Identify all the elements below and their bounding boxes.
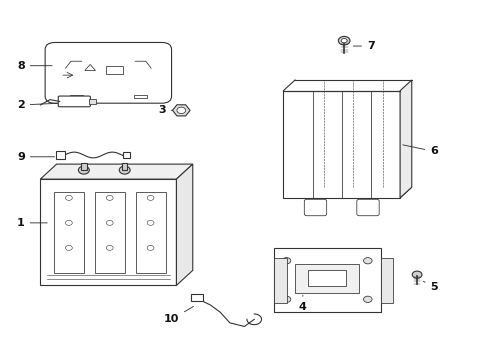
Bar <box>122 163 127 170</box>
Circle shape <box>411 271 421 278</box>
Polygon shape <box>40 164 192 179</box>
Bar <box>135 192 165 273</box>
Polygon shape <box>283 91 399 198</box>
Bar <box>95 192 124 273</box>
FancyBboxPatch shape <box>304 199 326 216</box>
FancyBboxPatch shape <box>45 42 171 103</box>
Circle shape <box>363 296 371 302</box>
Text: 3: 3 <box>158 105 172 115</box>
Bar <box>89 99 96 104</box>
Polygon shape <box>176 164 192 285</box>
Circle shape <box>341 39 346 43</box>
Circle shape <box>78 166 89 174</box>
Bar <box>273 257 286 302</box>
Polygon shape <box>399 80 411 198</box>
Bar <box>40 179 176 285</box>
Text: 10: 10 <box>163 306 193 324</box>
Bar <box>294 264 359 293</box>
Bar <box>191 294 203 301</box>
Circle shape <box>338 36 349 45</box>
Bar <box>56 152 64 158</box>
Text: 9: 9 <box>17 152 55 162</box>
Circle shape <box>119 166 130 174</box>
Text: 7: 7 <box>352 41 374 51</box>
Bar <box>273 248 380 312</box>
FancyBboxPatch shape <box>356 199 378 216</box>
Circle shape <box>363 258 371 264</box>
Bar <box>134 95 146 98</box>
Text: 2: 2 <box>17 100 57 110</box>
Text: 6: 6 <box>402 145 437 157</box>
Bar <box>106 66 123 74</box>
Circle shape <box>177 107 185 113</box>
Bar <box>81 163 86 170</box>
Polygon shape <box>283 187 411 198</box>
Bar <box>380 257 393 302</box>
Bar <box>307 270 346 287</box>
Circle shape <box>282 258 290 264</box>
Circle shape <box>282 296 290 302</box>
Polygon shape <box>172 105 190 116</box>
Bar <box>122 152 129 158</box>
Bar <box>54 192 83 273</box>
Bar <box>70 95 82 98</box>
Text: 5: 5 <box>423 282 437 292</box>
Text: 4: 4 <box>298 295 306 312</box>
Text: 8: 8 <box>17 61 52 71</box>
FancyBboxPatch shape <box>58 96 90 107</box>
Text: 1: 1 <box>17 218 47 228</box>
